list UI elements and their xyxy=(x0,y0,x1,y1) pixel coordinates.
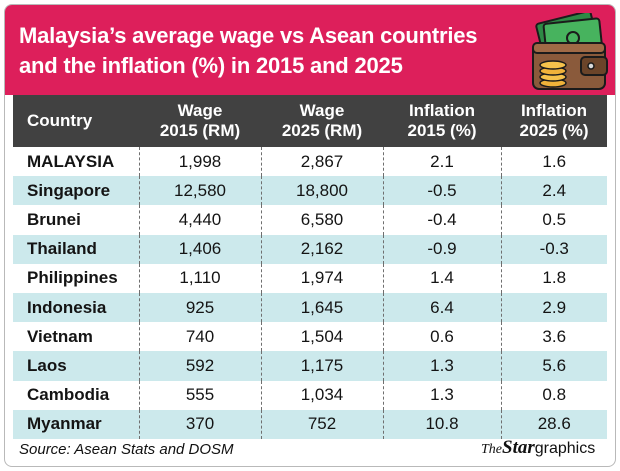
cell-wage-2025: 6,580 xyxy=(260,205,383,235)
table-row: Vietnam 740 1,504 0.6 3.6 xyxy=(13,322,607,352)
cell-inflation-2015: 1.4 xyxy=(382,263,501,293)
cell-wage-2015: 4,440 xyxy=(138,205,261,235)
cell-country: Thailand xyxy=(27,239,97,259)
cell-inflation-2015: -0.4 xyxy=(382,205,501,235)
cell-country: MALAYSIA xyxy=(27,151,115,171)
table-row: Philippines 1,110 1,974 1.4 1.8 xyxy=(13,263,607,293)
cell-inflation-2025: 2.9 xyxy=(500,292,607,323)
cell-inflation-2015: 0.6 xyxy=(382,322,501,352)
cell-inflation-2025: 1.8 xyxy=(500,263,607,293)
cell-wage-2015: 555 xyxy=(138,380,261,410)
cell-country: Philippines xyxy=(27,268,118,288)
cell-country: Brunei xyxy=(27,209,81,229)
table-row: MALAYSIA 1,998 2,867 2.1 1.6 xyxy=(13,147,607,177)
column-header-wage-2015: Wage 2015 (RM) xyxy=(159,101,241,140)
cell-country: Vietnam xyxy=(27,326,93,346)
infographic-frame: Malaysia’s average wage vs Asean countri… xyxy=(4,4,616,467)
cell-inflation-2025: -0.3 xyxy=(500,234,607,264)
source-note: Source: Asean Stats and DOSM xyxy=(19,441,234,458)
table-row: Indonesia 925 1,645 6.4 2.9 xyxy=(13,292,607,323)
cell-wage-2025: 18,800 xyxy=(260,176,383,206)
cell-wage-2025: 1,034 xyxy=(260,380,383,410)
cell-country: Singapore xyxy=(27,180,111,200)
table-row: Thailand 1,406 2,162 -0.9 -0.3 xyxy=(13,234,607,264)
cell-wage-2015: 1,406 xyxy=(138,234,261,264)
cell-wage-2025: 1,974 xyxy=(260,263,383,293)
table-row: Cambodia 555 1,034 1.3 0.8 xyxy=(13,380,607,410)
cell-inflation-2015: 1.3 xyxy=(382,351,501,381)
cell-wage-2015: 925 xyxy=(138,292,261,323)
cell-wage-2015: 12,580 xyxy=(138,176,261,206)
cell-inflation-2025: 1.6 xyxy=(500,147,607,177)
cell-inflation-2025: 2.4 xyxy=(500,176,607,206)
table-row: Brunei 4,440 6,580 -0.4 0.5 xyxy=(13,205,607,235)
cell-inflation-2015: 2.1 xyxy=(382,147,501,177)
table-row: Myanmar 370 752 10.8 28.6 xyxy=(13,409,607,439)
cell-inflation-2025: 0.8 xyxy=(500,380,607,410)
cell-inflation-2025: 28.6 xyxy=(500,409,607,439)
brand-logo: TheStargraphics xyxy=(481,437,611,463)
cell-wage-2015: 592 xyxy=(138,351,261,381)
cell-wage-2015: 1,998 xyxy=(138,147,261,177)
cell-inflation-2015: -0.5 xyxy=(382,176,501,206)
cell-country: Laos xyxy=(27,355,67,375)
table-row: Singapore 12,580 18,800 -0.5 2.4 xyxy=(13,176,607,206)
column-header-inflation-2015: Inflation 2015 (%) xyxy=(407,101,477,140)
cell-wage-2025: 1,645 xyxy=(260,292,383,323)
cell-wage-2015: 370 xyxy=(138,409,261,439)
title-bar: Malaysia’s average wage vs Asean countri… xyxy=(5,5,615,95)
cell-inflation-2015: 1.3 xyxy=(382,380,501,410)
cell-wage-2025: 2,867 xyxy=(260,147,383,177)
brand-the: The xyxy=(481,442,502,457)
brand-star: Star xyxy=(502,437,535,458)
cell-wage-2015: 740 xyxy=(138,322,261,352)
cell-wage-2025: 752 xyxy=(260,409,383,439)
table-row: Laos 592 1,175 1.3 5.6 xyxy=(13,351,607,381)
cell-wage-2025: 1,175 xyxy=(260,351,383,381)
cell-country: Cambodia xyxy=(27,385,110,405)
brand-graphics: graphics xyxy=(534,440,596,457)
data-table: Country Wage 2015 (RM) Wage 2025 (RM) Infl… xyxy=(13,95,607,439)
cell-inflation-2025: 3.6 xyxy=(500,322,607,352)
column-header-wage-2025: Wage 2025 (RM) xyxy=(281,101,363,140)
wallet-icon xyxy=(532,13,608,90)
cell-inflation-2015: -0.9 xyxy=(382,234,501,264)
cell-inflation-2025: 0.5 xyxy=(500,205,607,235)
column-header-inflation-2025: Inflation 2025 (%) xyxy=(519,101,589,140)
cell-inflation-2015: 10.8 xyxy=(382,409,501,439)
header-row: Country Wage 2015 (RM) Wage 2025 (RM) Infl… xyxy=(13,95,607,147)
cell-country: Indonesia xyxy=(27,297,107,317)
column-header-country: Country xyxy=(27,111,93,130)
cell-wage-2025: 1,504 xyxy=(260,322,383,352)
cell-wage-2015: 1,110 xyxy=(138,263,261,293)
cell-inflation-2015: 6.4 xyxy=(382,292,501,323)
cell-wage-2025: 2,162 xyxy=(260,234,383,264)
page-title: Malaysia’s average wage vs Asean countri… xyxy=(19,23,478,78)
cell-country: Myanmar xyxy=(27,414,102,434)
cell-inflation-2025: 5.6 xyxy=(500,351,607,381)
